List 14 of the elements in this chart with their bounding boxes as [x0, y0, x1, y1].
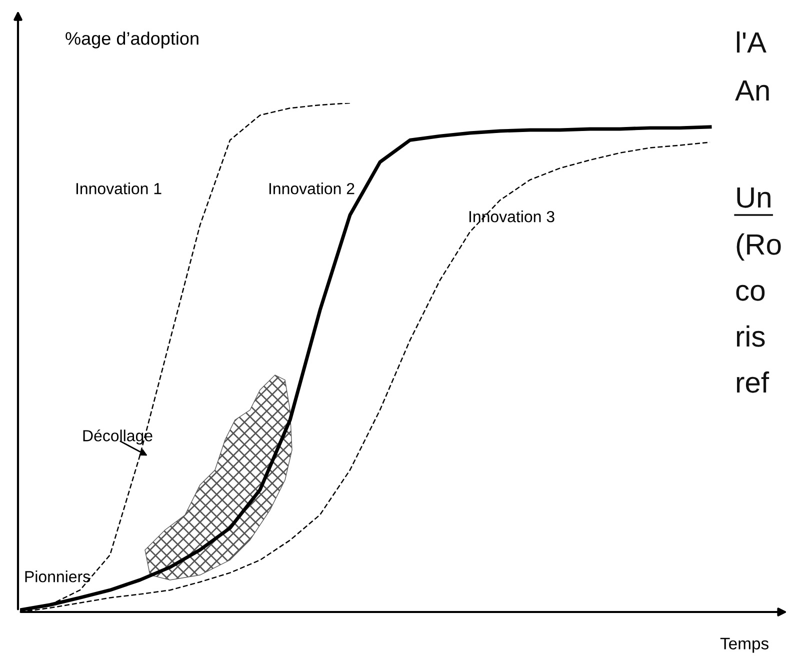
x-axis-title: Temps	[720, 638, 768, 653]
series-label: Innovation 3	[469, 210, 554, 222]
text: Innovation 1	[76, 182, 162, 194]
annotation: Décollage	[83, 429, 152, 445]
annotation: ref	[736, 371, 770, 393]
annotation: co	[736, 284, 765, 301]
y-axis-title: %age d’adoption	[66, 32, 198, 48]
annotation: ris	[736, 325, 765, 347]
text: An	[735, 80, 769, 101]
annotation: Pionniers	[25, 570, 90, 582]
series-label: Innovation 2	[269, 182, 354, 194]
annotation: (Ro	[736, 233, 781, 261]
annotation: Un	[737, 187, 770, 208]
text: l'A	[736, 31, 766, 53]
